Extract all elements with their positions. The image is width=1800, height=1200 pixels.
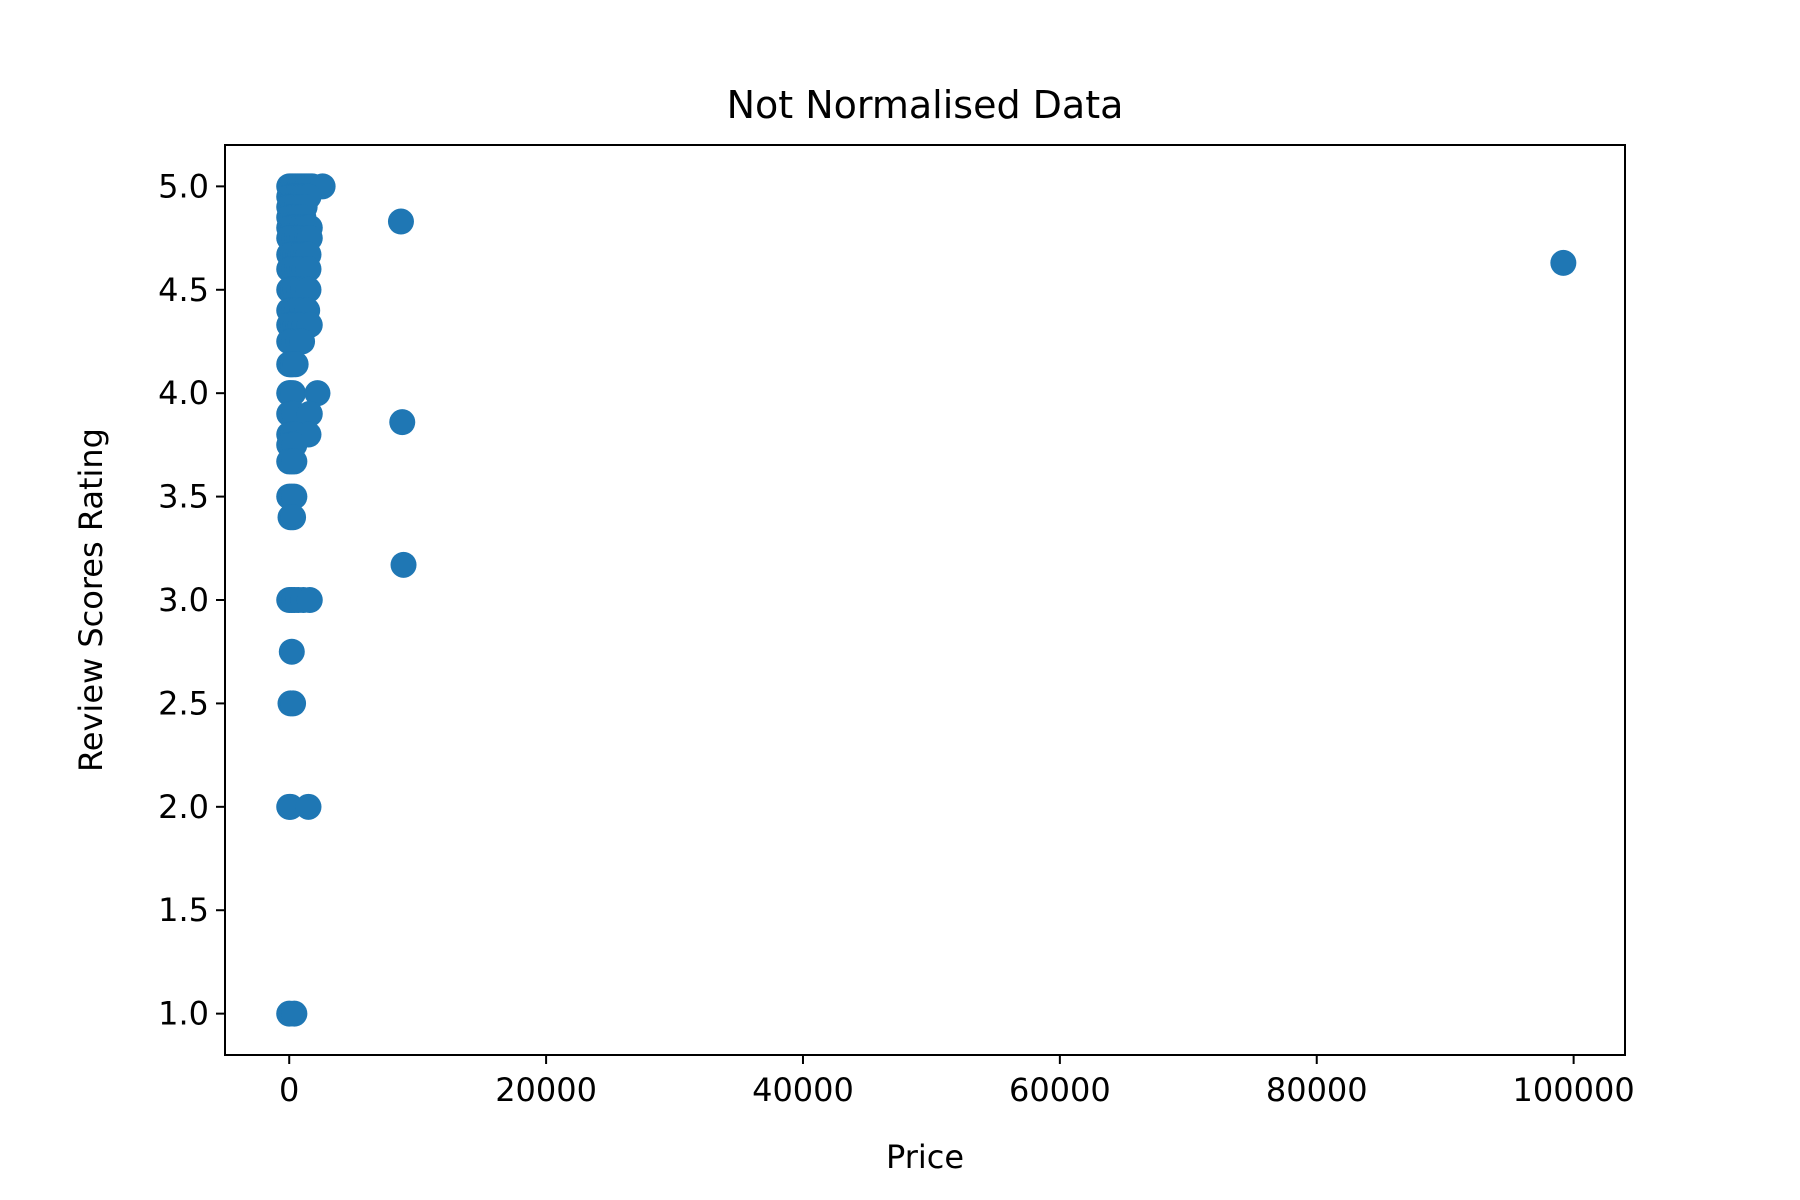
scatter-point bbox=[1550, 249, 1577, 276]
scatter-point bbox=[296, 400, 323, 427]
scatter-point bbox=[295, 276, 322, 303]
y-tick-label: 2.5 bbox=[158, 684, 209, 722]
scatter-point bbox=[281, 448, 308, 475]
scatter-point bbox=[304, 380, 331, 407]
y-axis-label: Review Scores Rating bbox=[72, 428, 110, 772]
scatter-point bbox=[296, 587, 323, 613]
x-tick-label: 40000 bbox=[752, 1071, 854, 1109]
scatter-point bbox=[280, 380, 307, 407]
y-tick-label: 2.0 bbox=[158, 788, 209, 826]
x-tick-label: 100000 bbox=[1513, 1071, 1635, 1109]
y-tick-label: 4.5 bbox=[158, 271, 209, 309]
x-tick-label: 0 bbox=[279, 1071, 299, 1109]
scatter-point bbox=[277, 793, 304, 820]
x-tick-label: 80000 bbox=[1266, 1071, 1368, 1109]
scatter-point bbox=[289, 328, 316, 355]
scatter-point bbox=[280, 504, 307, 531]
scatter-point bbox=[278, 638, 305, 665]
y-tick-label: 3.0 bbox=[158, 581, 209, 619]
points-layer bbox=[276, 173, 1577, 1027]
scatter-point bbox=[281, 1000, 308, 1027]
scatter-point bbox=[280, 690, 307, 717]
scatter-point bbox=[282, 351, 309, 378]
x-tick-label: 60000 bbox=[1009, 1071, 1111, 1109]
scatter-point bbox=[295, 793, 322, 820]
y-tick-label: 4.0 bbox=[158, 374, 209, 412]
x-axis-ticks: 0 20000 40000 60000 80000 100000 bbox=[279, 1055, 1635, 1109]
scatter-point bbox=[295, 256, 322, 283]
y-tick-label: 3.5 bbox=[158, 478, 209, 516]
scatter-point bbox=[389, 409, 416, 436]
y-tick-label: 5.0 bbox=[158, 167, 209, 205]
y-tick-label: 1.0 bbox=[158, 995, 209, 1033]
scatter-point bbox=[281, 483, 308, 510]
y-tick-label: 1.5 bbox=[158, 891, 209, 929]
scatter-point bbox=[387, 208, 414, 235]
scatter-point bbox=[390, 551, 417, 578]
x-tick-label: 20000 bbox=[495, 1071, 597, 1109]
chart-title: Not Normalised Data bbox=[727, 83, 1124, 127]
y-axis-ticks: 1.0 1.5 2.0 2.5 3.0 3.5 4.0 4.5 5.0 bbox=[158, 167, 225, 1033]
x-axis-label: Price bbox=[886, 1138, 964, 1176]
